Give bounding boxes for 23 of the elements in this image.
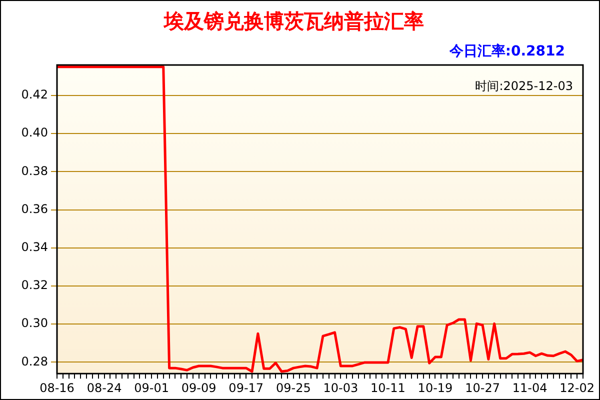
x-tick-label: 09-01 — [134, 380, 169, 395]
y-tick-label: 0.36 — [21, 202, 48, 216]
chart-title: 埃及镑兑换博茨瓦纳普拉汇率 — [163, 9, 424, 34]
y-tick-label: 0.38 — [21, 164, 48, 178]
x-tick-label: 10-03 — [323, 380, 358, 395]
y-tick-label: 0.28 — [21, 354, 48, 368]
x-tick-label: 12-02 — [560, 380, 595, 395]
y-tick-label: 0.34 — [21, 240, 48, 254]
y-tick-label: 0.42 — [21, 88, 48, 102]
annotation: 时间:2025-12-03 — [475, 79, 573, 94]
y-tick-label: 0.30 — [21, 316, 48, 330]
x-tick-label: 10-27 — [465, 380, 500, 395]
y-tick-label: 0.32 — [21, 278, 48, 292]
x-tick-label: 09-25 — [276, 380, 311, 395]
x-tick-label: 09-17 — [228, 380, 264, 395]
text: 今日汇率:0.2812 — [448, 42, 565, 60]
x-tick-label: 08-16 — [40, 380, 74, 395]
x-tick-label: 08-24 — [86, 380, 122, 395]
x-tick-label: 11-04 — [512, 380, 548, 395]
x-tick-label: 10-11 — [370, 380, 406, 395]
y-tick-label: 0.40 — [21, 126, 48, 140]
x-tick-label: 09-09 — [181, 380, 216, 395]
x-tick-label: 10-19 — [418, 380, 453, 395]
